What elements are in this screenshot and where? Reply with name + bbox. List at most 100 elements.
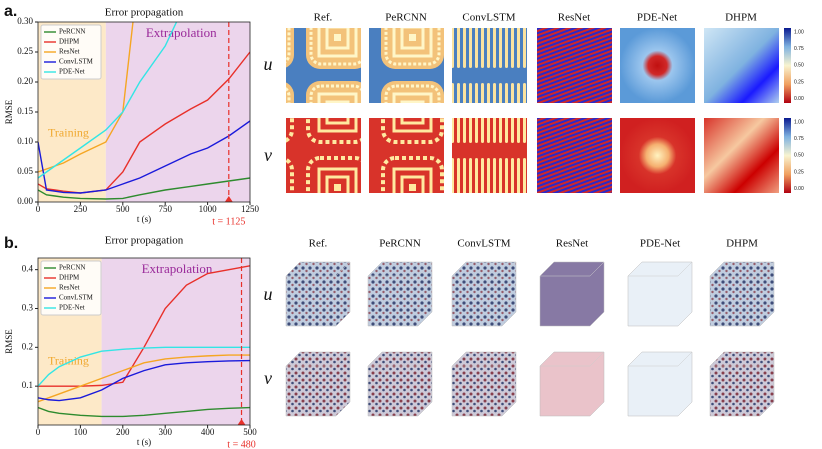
- x-tick-label: 250: [74, 204, 88, 214]
- legend-box: [40, 24, 102, 80]
- cube: [539, 261, 605, 327]
- legend-label: PDE-Net: [59, 68, 85, 76]
- cube: [627, 351, 693, 417]
- column-title: DHPM: [726, 238, 758, 250]
- cube: [709, 351, 775, 417]
- x-tick-label: 500: [243, 427, 257, 437]
- image: [537, 118, 612, 193]
- line: [38, 120, 250, 194]
- marker-arrow: [237, 419, 246, 425]
- line: [38, 359, 250, 402]
- y-axis-label: RMSE: [4, 99, 14, 124]
- x-tick-label: 300: [158, 427, 172, 437]
- cube-edge: [368, 261, 433, 277]
- y-tick-label: 0.30: [17, 16, 33, 26]
- cube: [451, 351, 517, 417]
- y-axis-label: RMSE: [4, 329, 14, 354]
- cube: [367, 261, 433, 327]
- y-tick-label: 0.25: [17, 46, 33, 56]
- image: [704, 28, 779, 103]
- x-tick-label: 1250: [241, 204, 260, 214]
- y-tick-label: 0.05: [17, 166, 33, 176]
- cube-edge: [540, 261, 605, 277]
- y-tick-label: 0.1: [22, 380, 33, 390]
- legend-label: ResNet: [59, 284, 80, 292]
- y-tick-label: 0.15: [17, 106, 33, 116]
- y-tick-label: 0.4: [22, 264, 34, 274]
- legend-label: ConvLSTM: [59, 58, 94, 66]
- image: [620, 28, 695, 103]
- field-images: [286, 28, 791, 193]
- column-title: ResNet: [558, 12, 590, 24]
- marker-label: t = 1125: [212, 216, 245, 227]
- y-tick-label: 0.20: [17, 76, 33, 86]
- region-label: Extrapolation: [146, 25, 217, 40]
- row-label: v: [264, 145, 272, 165]
- cube-edge: [540, 351, 605, 367]
- colorbar: [784, 118, 791, 193]
- cube: [285, 261, 351, 327]
- colorbar-tick-label: 1.00: [794, 29, 804, 35]
- cube-edge: [710, 261, 775, 277]
- x-axis-label: t (s): [137, 214, 151, 224]
- line: [38, 51, 250, 194]
- image: [452, 118, 527, 193]
- legend-label: ConvLSTM: [59, 294, 94, 302]
- line: [38, 265, 250, 387]
- cube-edge: [286, 351, 351, 367]
- chart-title: Error propagation: [105, 7, 184, 19]
- cube-edge: [628, 351, 693, 367]
- line: [38, 346, 250, 387]
- column-title: Ref.: [314, 12, 333, 24]
- image: [620, 118, 695, 193]
- x-tick-label: 750: [158, 204, 172, 214]
- y-tick-label: 0.2: [22, 341, 33, 351]
- row-label: u: [264, 284, 273, 304]
- cube-edge: [710, 351, 775, 367]
- panel-label: a.: [4, 3, 17, 20]
- x-tick-label: 400: [201, 427, 215, 437]
- legend-label: DHPM: [59, 38, 80, 46]
- image: [704, 118, 779, 193]
- panel-label: b.: [4, 235, 18, 252]
- image: [452, 28, 527, 103]
- column-title: Ref.: [309, 238, 328, 250]
- column-title: PeRCNN: [385, 12, 427, 24]
- image: [286, 118, 361, 193]
- cube-edge: [368, 351, 433, 367]
- line: [38, 22, 178, 179]
- colorbar-tick-label: 0.25: [794, 169, 804, 175]
- x-tick-label: 0: [36, 427, 41, 437]
- region: [101, 258, 250, 425]
- cube-edge: [628, 261, 693, 277]
- image: [369, 28, 444, 103]
- line: [38, 354, 250, 403]
- x-tick-label: 0: [36, 204, 41, 214]
- legend-label: PeRCNN: [59, 264, 85, 272]
- y-tick-label: 0.3: [22, 303, 34, 313]
- cube: [539, 351, 605, 417]
- marker-label: t = 480: [227, 439, 255, 449]
- x-axis-label: t (s): [137, 437, 151, 447]
- colorbar-tick-label: 1.00: [794, 119, 804, 125]
- colorbar-tick-label: 0.00: [794, 186, 804, 192]
- column-title: ResNet: [556, 238, 588, 250]
- line: [38, 177, 250, 200]
- cube: [451, 261, 517, 327]
- x-tick-label: 200: [116, 427, 130, 437]
- legend-label: PDE-Net: [59, 304, 85, 312]
- column-title: PDE-Net: [637, 12, 677, 24]
- colorbar-tick-label: 0.50: [794, 63, 804, 69]
- legend-box: [40, 260, 102, 316]
- cube: [709, 261, 775, 327]
- image: [537, 28, 612, 103]
- region-label: Extrapolation: [142, 261, 213, 276]
- line: [38, 406, 250, 418]
- cube: [627, 261, 693, 327]
- image: [369, 118, 444, 193]
- chart-title: Error propagation: [105, 235, 184, 247]
- colorbar-tick-label: 0.50: [794, 153, 804, 159]
- cube-edge: [452, 351, 517, 367]
- legend-label: PeRCNN: [59, 28, 85, 36]
- cube: [367, 351, 433, 417]
